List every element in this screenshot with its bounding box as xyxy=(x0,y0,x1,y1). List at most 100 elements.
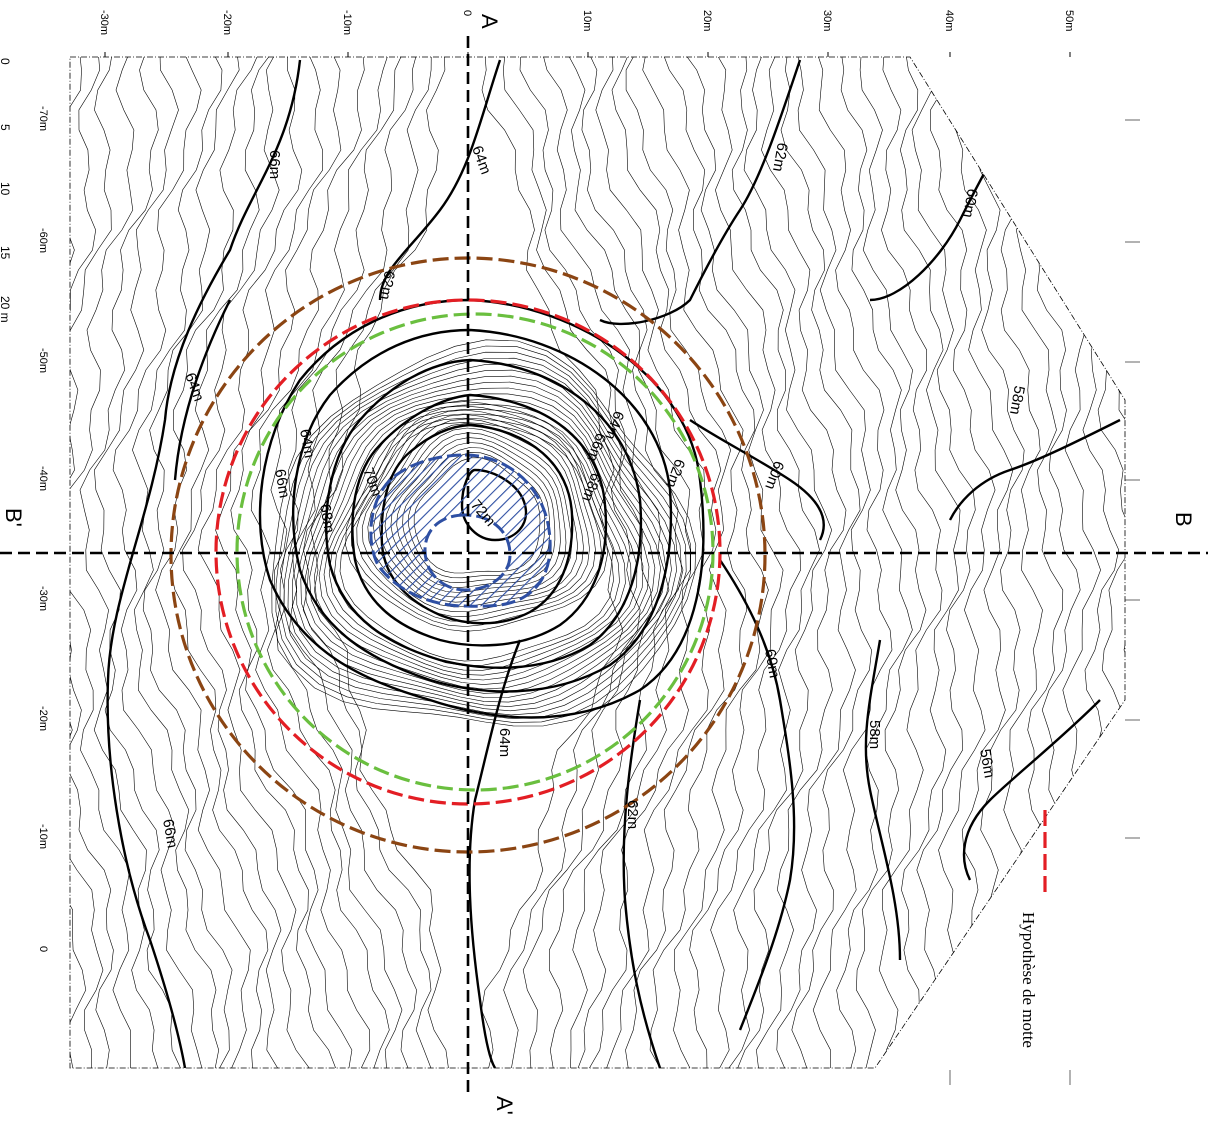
contour-line xyxy=(541,57,670,1068)
contour-64-lower xyxy=(468,639,522,1068)
axis-tick-label: 40m xyxy=(943,10,955,31)
contour-line xyxy=(169,57,275,1068)
contour-line xyxy=(856,57,927,1068)
contour-line xyxy=(1093,57,1125,1068)
contour-line xyxy=(776,57,861,1068)
contour-line xyxy=(70,57,87,1068)
contour-66-mound xyxy=(325,358,643,669)
contour-64-top xyxy=(378,59,502,301)
contour-label: 68m xyxy=(578,471,604,504)
contour-line xyxy=(727,57,820,1068)
axis-tick-label: -20m xyxy=(221,10,233,35)
axis-tick-label: -40m xyxy=(37,466,49,491)
contour-line xyxy=(215,57,337,1068)
contour-label: 66m xyxy=(271,468,293,500)
contour-line xyxy=(946,57,1014,1068)
contour-line xyxy=(142,57,240,1068)
section-label-a-prime: A' xyxy=(492,1096,517,1115)
contour-62-lower xyxy=(622,699,662,1068)
contour-line xyxy=(481,57,624,1068)
contour-line xyxy=(577,57,691,1068)
axis-tick-label: 50m xyxy=(1063,10,1075,31)
contour-line xyxy=(1131,50,1184,1070)
contour-line xyxy=(271,339,697,727)
contour-line xyxy=(300,381,661,698)
contour-64-mound xyxy=(292,328,673,693)
contour-label: 66m xyxy=(159,818,181,850)
contour-line xyxy=(304,387,656,694)
contour-line xyxy=(289,57,418,1068)
map-frame xyxy=(69,56,1126,1069)
contour-label: 56m xyxy=(976,748,998,780)
contour-line xyxy=(230,57,353,1068)
contour-line xyxy=(283,357,682,716)
contour-58-lower xyxy=(864,639,902,961)
contour-line xyxy=(661,57,769,1068)
contour-line xyxy=(313,398,644,685)
contour-line xyxy=(94,57,182,1068)
contour-line xyxy=(302,57,432,1068)
contour-60-right xyxy=(689,419,825,541)
contour-line xyxy=(710,57,801,1068)
legend: Hypothèse de motte xyxy=(1019,810,1047,1048)
contour-line xyxy=(588,57,706,1068)
contour-line xyxy=(791,57,872,1068)
legend-label: Hypothèse de motte xyxy=(1019,912,1038,1048)
axis-tick-label: 10m xyxy=(581,10,593,31)
contour-label: 62m xyxy=(624,800,641,829)
index-contours xyxy=(106,59,1121,1068)
contour-68-mound xyxy=(351,393,608,647)
contour-label: 62m xyxy=(769,141,791,173)
contour-line xyxy=(323,409,632,676)
axis-tick-label: -70m xyxy=(37,106,49,131)
axis-tick-label: -30m xyxy=(98,10,110,35)
contour-line xyxy=(911,57,976,1068)
summit-hatched-ring xyxy=(369,453,552,608)
contour-line xyxy=(70,57,114,1068)
axis-tick-label: 30m xyxy=(821,10,833,31)
axis-tick-label: -30m xyxy=(37,586,49,611)
contour-line xyxy=(1075,57,1125,1068)
vertical-axis: -70m -60m -50m -40m -30m -20m -10m 0 xyxy=(37,106,1140,1085)
contour-line xyxy=(279,351,687,720)
axis-tick-label: -60m xyxy=(37,228,49,253)
contour-line xyxy=(310,57,449,1068)
scale-tick-label: 5 xyxy=(0,124,12,131)
contour-line xyxy=(836,57,913,1068)
contour-label: 64m xyxy=(496,728,513,757)
contour-label: 64m xyxy=(296,428,318,460)
contour-line xyxy=(182,57,282,1068)
contour-60-lower xyxy=(719,559,796,1031)
axis-tick-label: -50m xyxy=(37,348,49,373)
contour-line xyxy=(367,418,584,613)
contour-label: 62m xyxy=(376,269,398,301)
contour-56 xyxy=(962,699,1101,881)
contour-64-left xyxy=(173,299,232,481)
axis-tick-label: 20m xyxy=(701,10,713,31)
contour-line xyxy=(1042,57,1101,1068)
contour-line xyxy=(70,57,104,1068)
scale-tick-label: 10 xyxy=(0,182,12,196)
scale-tick-label: 0 xyxy=(0,58,12,65)
axis-tick-label: 0 xyxy=(461,10,473,16)
contour-66-top xyxy=(106,59,302,1068)
contour-line xyxy=(642,57,748,1068)
contour-label: 60m xyxy=(959,187,981,219)
contour-line xyxy=(309,393,650,690)
contour-line xyxy=(736,57,833,1068)
contour-line xyxy=(197,57,311,1068)
axis-tick-label: -20m xyxy=(37,706,49,731)
scale-tick-label: 20 m xyxy=(0,296,12,323)
contour-line xyxy=(70,57,135,1068)
contour-line xyxy=(132,57,223,1068)
section-label-a: A xyxy=(477,14,502,29)
contour-line xyxy=(1062,57,1120,1068)
contour-line xyxy=(250,57,371,1068)
axis-tick-label: -10m xyxy=(341,10,353,35)
axis-tick-label: 0 xyxy=(37,946,49,952)
contour-line xyxy=(681,57,784,1068)
contour-label: 60m xyxy=(761,648,783,680)
contour-line xyxy=(565,57,684,1068)
contour-label: 64m xyxy=(468,144,494,177)
